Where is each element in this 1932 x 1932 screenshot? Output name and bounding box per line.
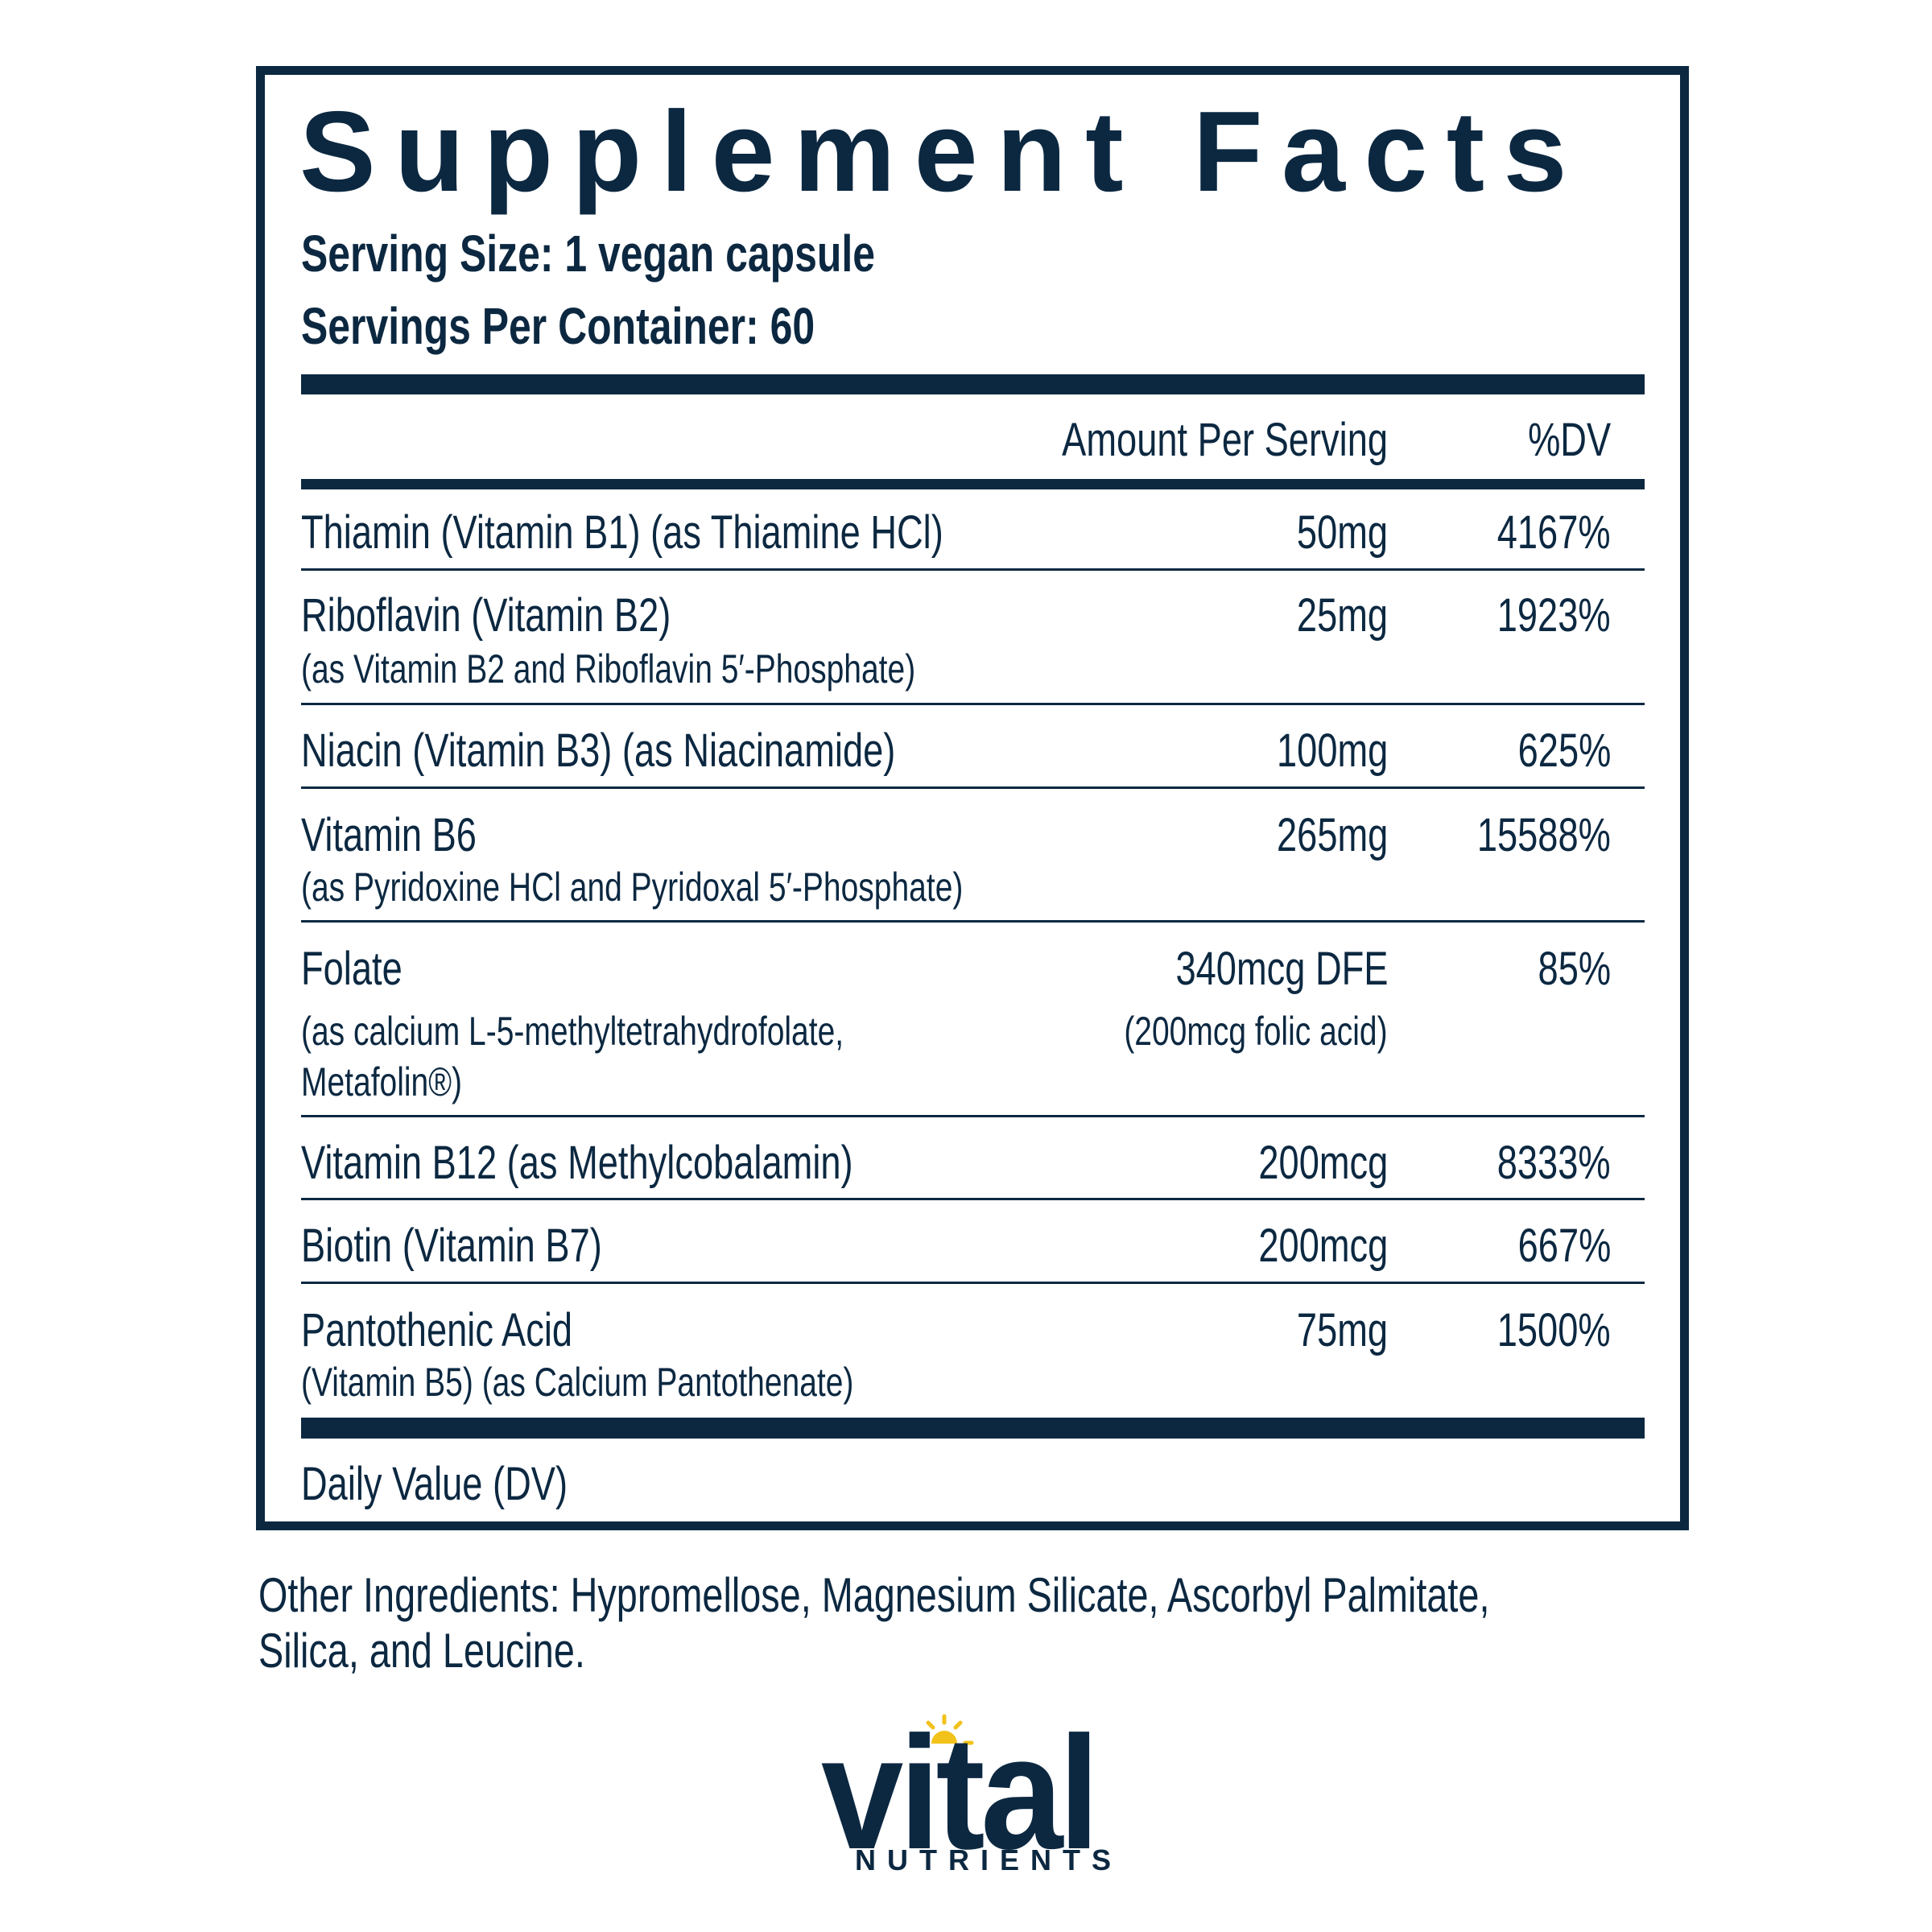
row-amount: 265mg [1276,809,1388,861]
header-divider [301,479,1645,489]
row-divider [301,920,1645,923]
row-amount-sub: (200mcg folic acid) [1124,1009,1388,1054]
row-name: Riboflavin (Vitamin B2) [301,589,671,642]
row-dv: 4167% [1497,506,1611,559]
row-divider [301,1282,1645,1284]
daily-value-footnote: Daily Value (DV) [301,1458,568,1510]
thick-divider [301,1418,1645,1439]
servings-per-container: Servings Per Container: 60 [301,297,815,355]
serving-size: Serving Size: 1 vegan capsule [301,225,876,283]
row-sub: (as calcium L-5-methyltetrahydrofolate, [301,1009,844,1054]
header-amount: Amount Per Serving [1062,414,1388,466]
row-amount: 340mcg DFE [1174,943,1388,995]
row-name: Biotin (Vitamin B7) [301,1220,602,1272]
row-name: Vitamin B12 (as Methylcobalamin) [301,1137,853,1189]
row-name: Pantothenic Acid [301,1304,573,1356]
thick-divider [301,374,1645,394]
row-dv: 667% [1517,1220,1611,1272]
row-divider [301,703,1645,705]
row-dv: 85% [1538,943,1611,995]
row-sub: (Vitamin B5) (as Calcium Pantothenate) [301,1360,854,1405]
row-amount: 200mcg [1258,1137,1388,1189]
vital-nutrients-logo: vital NUTRIENTS [821,1707,1127,1884]
row-dv: 15588% [1476,809,1611,861]
row-name: Vitamin B6 [301,809,477,861]
row-divider [301,1198,1645,1200]
row-divider [301,786,1645,789]
row-name: Niacin (Vitamin B3) (as Niacinamide) [301,724,896,777]
other-ingredients-line2: Silica, and Leucine. [258,1624,585,1678]
header-dv: %DV [1527,414,1611,466]
row-sub: Metafolin®) [301,1059,462,1104]
row-amount: 25mg [1296,589,1388,642]
logo-word: vital [821,1703,1100,1883]
row-amount: 200mcg [1258,1220,1388,1272]
row-amount: 75mg [1296,1304,1388,1356]
row-divider [301,568,1645,571]
row-amount: 50mg [1296,506,1388,559]
row-sub: (as Pyridoxine HCl and Pyridoxal 5′-Phos… [301,865,964,910]
row-dv: 1500% [1497,1304,1611,1356]
supplement-facts-panel [256,66,1689,1530]
row-divider [301,1115,1645,1117]
row-name: Folate [301,943,402,995]
row-dv: 625% [1517,724,1611,777]
row-name: Thiamin (Vitamin B1) (as Thiamine HCl) [301,506,943,559]
other-ingredients-line1: Other Ingredients: Hypromellose, Magnesi… [258,1568,1490,1622]
row-amount: 100mg [1276,724,1388,777]
logo-subword: NUTRIENTS [855,1843,1122,1876]
row-dv: 8333% [1497,1137,1611,1189]
panel-title: Supplement Facts [299,88,1586,216]
row-dv: 1923% [1497,589,1611,642]
row-sub: (as Vitamin B2 and Riboflavin 5′-Phospha… [301,646,916,691]
sun-icon [914,1714,974,1745]
